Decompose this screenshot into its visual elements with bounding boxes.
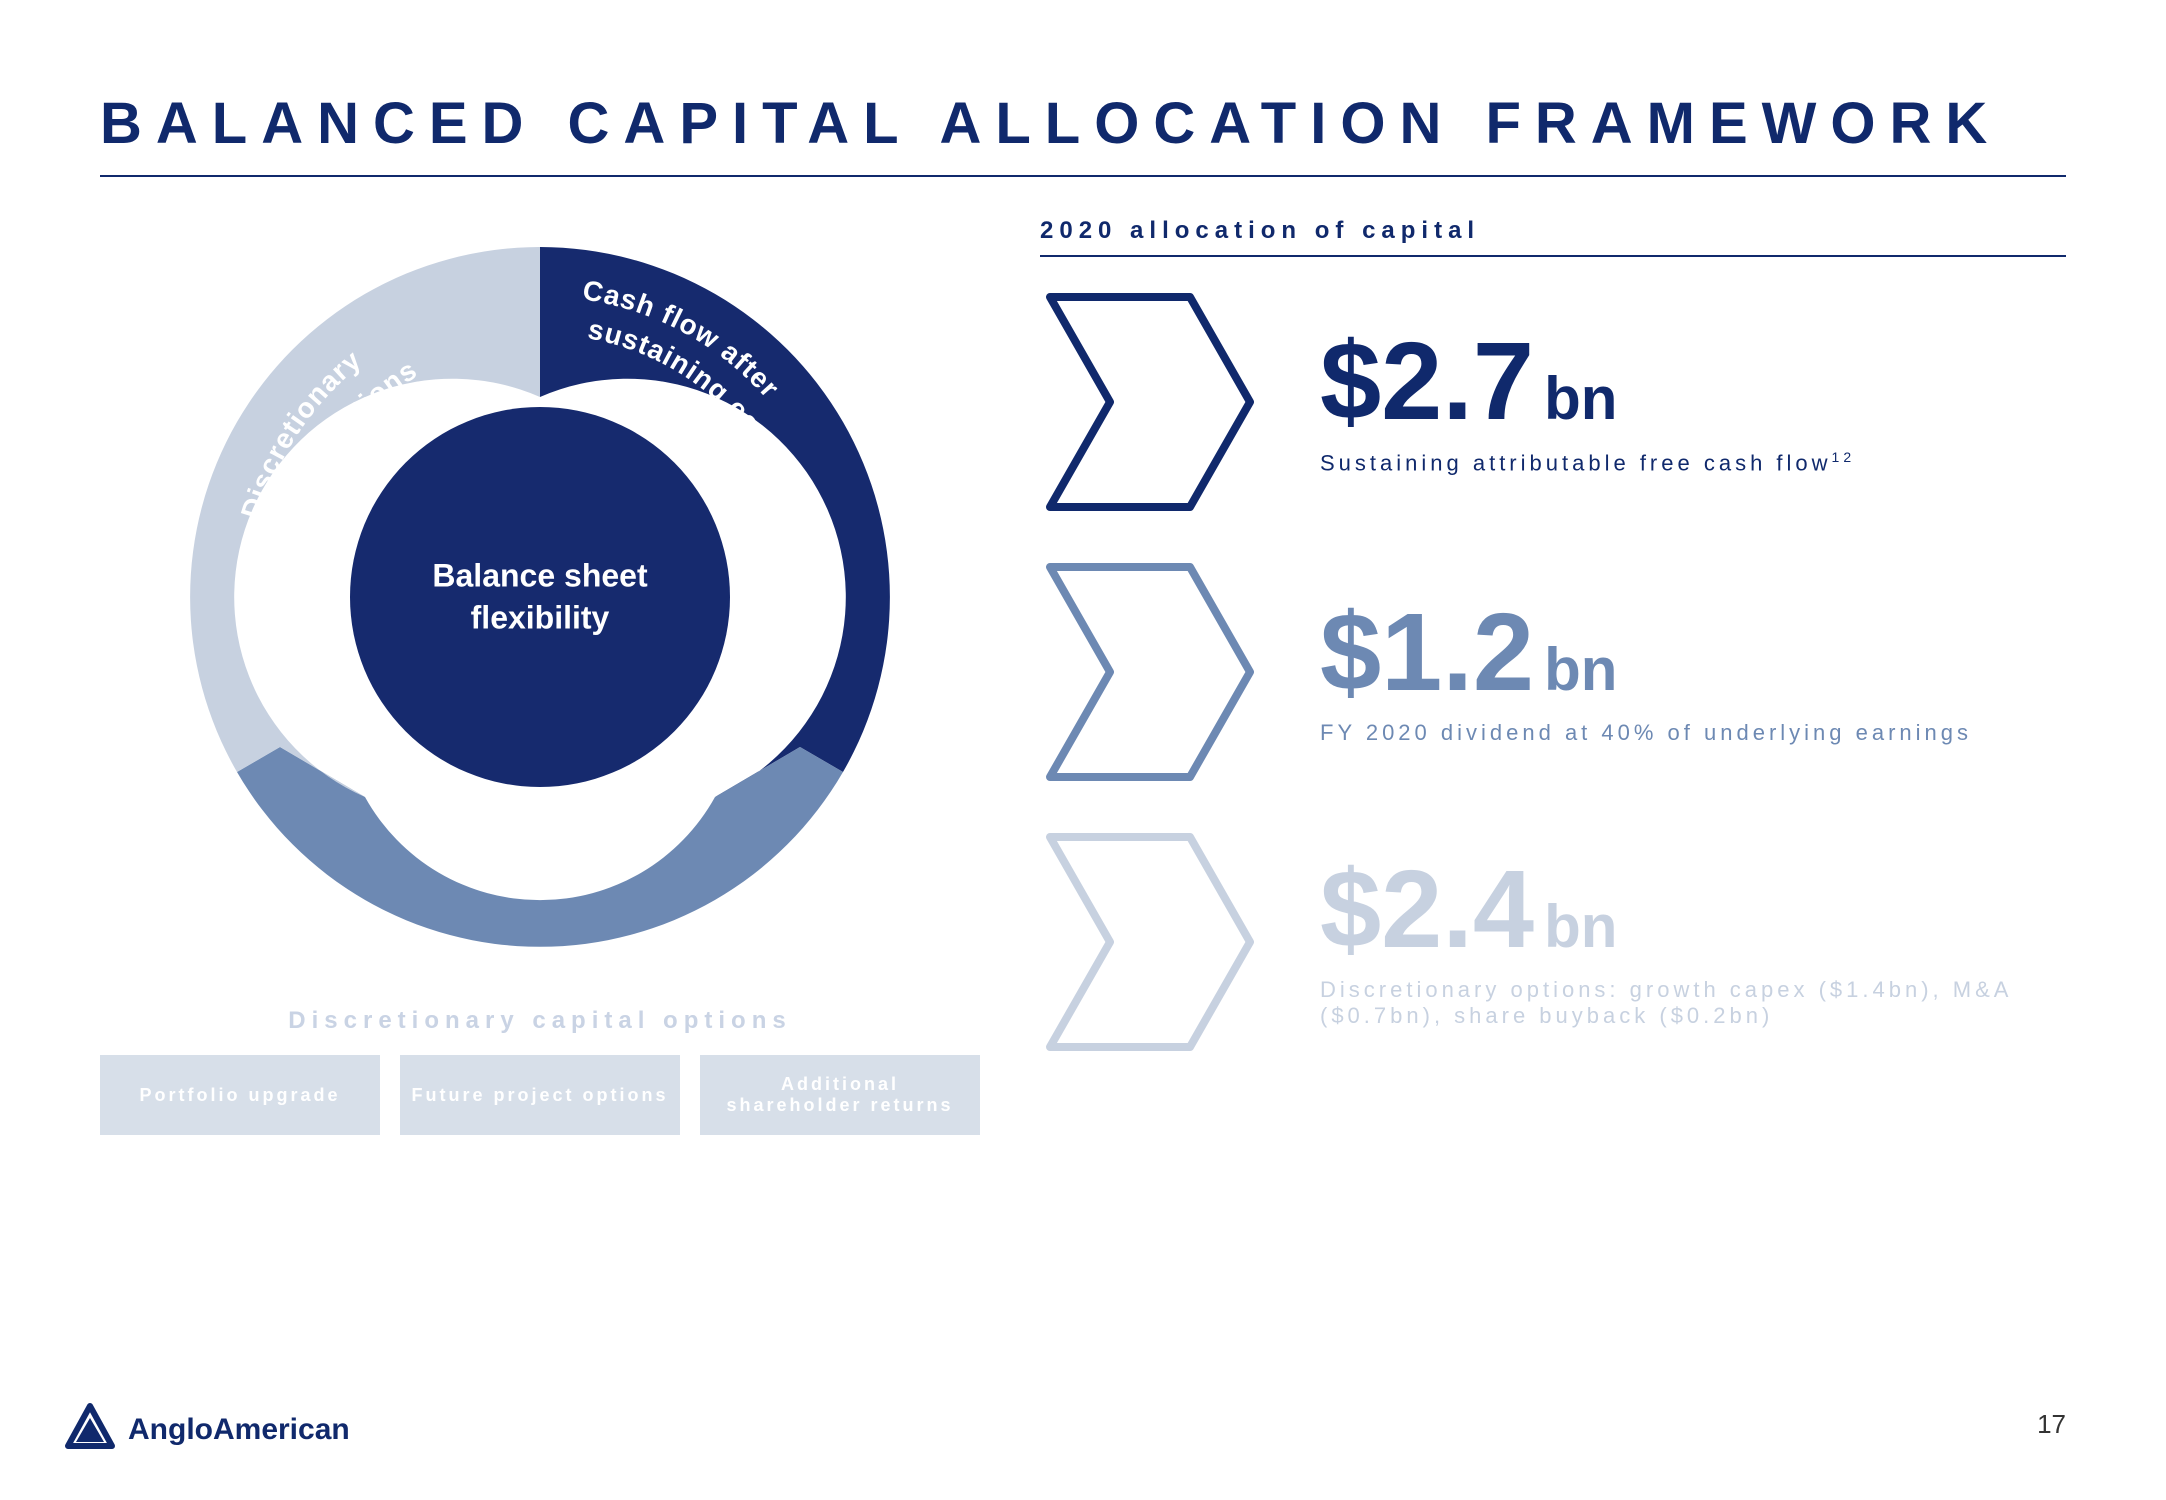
slide: BALANCED CAPITAL ALLOCATION FRAMEWORK xyxy=(0,0,2166,1500)
left-column: Cash flow after sustaining capital Commi… xyxy=(100,217,980,1135)
discretionary-boxes: Portfolio upgrade Future project options… xyxy=(100,1055,980,1135)
donut-label-dividend-2: base dividend xyxy=(429,796,628,849)
metric-value: $2.4bn xyxy=(1320,855,2066,965)
page-number: 17 xyxy=(2037,1409,2066,1440)
metric-row-2: $1.2bn FY 2020 dividend at 40% of underl… xyxy=(1040,557,2066,787)
page-title: BALANCED CAPITAL ALLOCATION FRAMEWORK xyxy=(100,90,2066,157)
metric-desc: Sustaining attributable free cash flow12 xyxy=(1320,449,1855,476)
logo-icon xyxy=(60,1400,120,1460)
donut-chart: Cash flow after sustaining capital Commi… xyxy=(160,217,920,977)
discretionary-heading: Discretionary capital options xyxy=(100,1007,980,1035)
donut-center-l1: Balance sheet xyxy=(432,557,647,593)
metric-value: $2.7bn xyxy=(1320,327,1855,437)
title-rule xyxy=(100,175,2066,177)
metric-row-1: $2.7bn Sustaining attributable free cash… xyxy=(1040,287,2066,517)
metric-row-3: $2.4bn Discretionary options: growth cap… xyxy=(1040,827,2066,1057)
metric-value: $1.2bn xyxy=(1320,598,1972,708)
metric-block: $2.4bn Discretionary options: growth cap… xyxy=(1320,855,2066,1029)
right-column: 2020 allocation of capital $2.7bn Sustai… xyxy=(1040,217,2066,1135)
donut-center-l2: flexibility xyxy=(471,599,610,635)
logo-text: AngloAmerican xyxy=(128,1413,350,1447)
box-shareholder-returns: Additional shareholder returns xyxy=(700,1055,980,1135)
metric-rows: $2.7bn Sustaining attributable free cash… xyxy=(1040,287,2066,1057)
allocation-heading: 2020 allocation of capital xyxy=(1040,217,2066,245)
chevron-arrow-icon xyxy=(1040,557,1260,787)
content: Cash flow after sustaining capital Commi… xyxy=(100,217,2066,1135)
metric-desc: FY 2020 dividend at 40% of underlying ea… xyxy=(1320,720,1972,746)
box-portfolio-upgrade: Portfolio upgrade xyxy=(100,1055,380,1135)
chevron-arrow-icon xyxy=(1040,827,1260,1057)
metric-block: $2.7bn Sustaining attributable free cash… xyxy=(1320,327,1855,476)
metric-desc: Discretionary options: growth capex ($1.… xyxy=(1320,977,2066,1029)
footer-logo: AngloAmerican xyxy=(60,1400,350,1460)
allocation-rule xyxy=(1040,255,2066,257)
donut-center-label: Balance sheet flexibility xyxy=(432,555,647,638)
chevron-arrow-icon xyxy=(1040,287,1260,517)
metric-block: $1.2bn FY 2020 dividend at 40% of underl… xyxy=(1320,598,1972,746)
box-future-project: Future project options xyxy=(400,1055,680,1135)
